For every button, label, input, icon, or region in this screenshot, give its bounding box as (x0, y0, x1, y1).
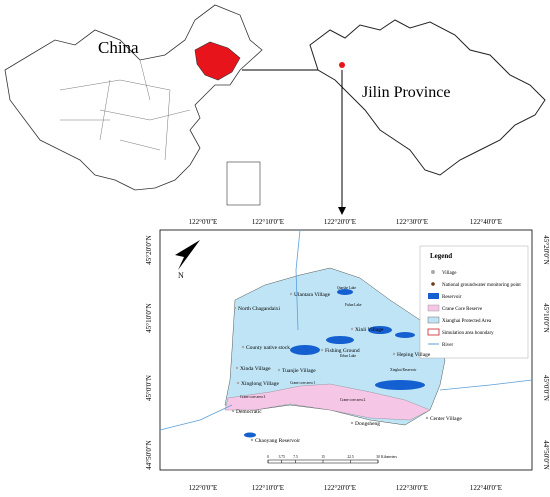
left-tick-label: 45°10'0"N (145, 303, 153, 332)
place-label: Ulantara Village (294, 292, 331, 298)
left-tick-label: 45°0'0"N (145, 375, 153, 401)
place-label: Tuanjie Village (282, 368, 316, 374)
village-dot (289, 292, 293, 296)
village-dot (231, 409, 235, 413)
north-arrow (175, 240, 200, 270)
legend-label: Simulation area boundary (442, 331, 494, 336)
reservoirs (244, 289, 425, 438)
legend-symbol (428, 293, 439, 299)
left-tick-label: 45°20'0"N (145, 235, 153, 264)
legend-symbol (431, 270, 435, 274)
legend-label: River (442, 343, 453, 348)
village-dot (235, 366, 239, 370)
reservoir (375, 380, 425, 390)
place-label: Center Village (430, 416, 462, 422)
north-label: N (178, 271, 184, 280)
place-label: North Chagandaixi (238, 306, 280, 312)
legend-label: National groundwater monitoring point (442, 283, 521, 288)
legend-title: Legend (430, 252, 452, 260)
legend-symbol (431, 282, 435, 286)
bottom-tick-label: 122°10'0"E (252, 484, 284, 492)
legend-symbol (427, 328, 440, 336)
crane-core (224, 383, 431, 421)
top-tick-label: 122°20'0"E (324, 218, 356, 226)
reservoir (326, 336, 354, 344)
jilin-outline (309, 19, 546, 176)
right-tick-label: 44°50'0"N (542, 440, 550, 469)
village-dot (350, 421, 354, 425)
legend: Legend Village National groundwater monit… (419, 245, 529, 359)
reservoir (244, 432, 256, 438)
reservoir (395, 332, 415, 338)
top-tick-label: 122°30'0"E (396, 218, 428, 226)
right-tick-label: 45°0'0"N (542, 375, 550, 401)
small-label: Qunshe Lake (337, 286, 356, 290)
river (159, 229, 533, 431)
village-dot (320, 348, 324, 352)
province-borders (59, 59, 191, 161)
right-tick-label: 45°20'0"N (542, 235, 550, 264)
place-label: Dongsheng (355, 421, 380, 427)
small-label: Crane core area 2 (340, 398, 365, 402)
arrow-head (338, 207, 346, 215)
bottom-tick-label: 122°0'0"E (189, 484, 218, 492)
site-dot (339, 62, 345, 68)
bottom-tick-label: 122°40'0"E (470, 484, 502, 492)
inset-box (226, 161, 261, 206)
scale-label: 15 (321, 455, 325, 459)
village-dot (350, 327, 354, 331)
small-label: Crane core area 3 (240, 395, 265, 399)
jilin-map: Jilin Province (309, 19, 546, 176)
right-tick-label: 45°10'0"N (542, 303, 550, 332)
top-tick-label: 122°10'0"E (252, 218, 284, 226)
legend-label: Village (442, 271, 457, 276)
jilin-highlight (194, 41, 241, 81)
china-label: China (98, 38, 139, 57)
scale-label: 7.5 (293, 455, 298, 459)
scale-label: 30 (376, 455, 380, 459)
bottom-tick-label: 122°30'0"E (396, 484, 428, 492)
reservoir (337, 289, 353, 295)
legend-label: Xianghai Protected Area (442, 319, 492, 324)
place-label: Democratic (236, 409, 262, 415)
village-dot (425, 416, 429, 420)
scale-unit: Kilometers (381, 455, 398, 459)
legend-label: Crane Core Reserve (442, 307, 483, 312)
village-dot (392, 352, 396, 356)
place-label: Chaoyang Reservoir (255, 438, 300, 444)
place-label: County native stock (246, 345, 290, 351)
village-dot (241, 345, 245, 349)
scale-label: 0 (267, 455, 269, 459)
place-label: Fishing Ground (325, 348, 360, 354)
china-map: China (4, 4, 263, 206)
scale-label: 3.75 (279, 455, 285, 459)
bottom-tick-label: 122°20'0"E (324, 484, 356, 492)
top-tick-label: 122°0'0"E (189, 218, 218, 226)
legend-symbol (427, 304, 440, 312)
place-label: Xinglong Village (241, 381, 279, 387)
top-tick-label: 122°40'0"E (470, 218, 502, 226)
jilin-label: Jilin Province (362, 84, 450, 101)
small-label: Crane core area 1 (290, 381, 315, 385)
left-tick-label: 44°50'0"N (145, 440, 153, 469)
small-label: Erlun Lake (340, 354, 356, 358)
place-label: Xinli Village (355, 327, 384, 333)
reservoir (368, 326, 392, 334)
village-dot (250, 438, 254, 442)
china-outline (4, 4, 263, 191)
reservoir (290, 345, 320, 355)
small-label: Xinghai Reservoir (390, 368, 417, 372)
legend-label: Reservoir (442, 295, 462, 300)
village-dot (236, 381, 240, 385)
legend-symbol (427, 316, 440, 324)
place-label: Xinda Village (240, 366, 271, 372)
village-dot (277, 368, 281, 372)
scale-label: 22.5 (347, 455, 353, 459)
village-dot (233, 306, 237, 310)
place-label: Heping Village (397, 352, 431, 358)
legend-box (419, 245, 529, 359)
small-label: Fulun Lake (345, 303, 362, 307)
